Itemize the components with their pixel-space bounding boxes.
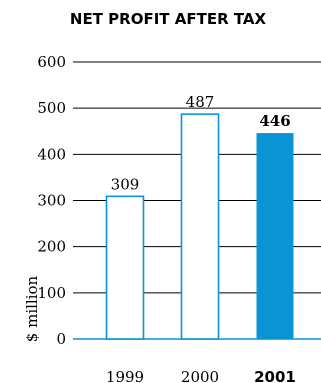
x-axis-ticks: 1999 2000 2001 (106, 368, 296, 383)
y-tick-label-200: 200 (37, 238, 66, 256)
bar-1999 (105, 195, 145, 340)
y-tick-label-100: 100 (37, 284, 66, 302)
y-tick-label-600: 600 (37, 53, 66, 71)
y-axis-ticks: 0 100 200 300 400 500 600 (37, 53, 66, 348)
y-tick-label-300: 300 (37, 192, 66, 210)
value-label-1999: 309 (111, 175, 140, 193)
value-label-2000: 487 (186, 93, 215, 111)
x-tick-label-1999: 1999 (106, 368, 144, 383)
bar-layer (105, 113, 294, 340)
bar-2001 (256, 133, 294, 339)
x-tick-label-2001: 2001 (254, 368, 296, 383)
bar-2000 (180, 113, 220, 340)
y-tick-label-0: 0 (56, 330, 66, 348)
value-labels: 309 487 446 (111, 93, 291, 193)
y-tick-label-400: 400 (37, 145, 66, 163)
chart-title: NET PROFIT AFTER TAX (70, 10, 267, 28)
y-tick-label-500: 500 (37, 99, 66, 117)
value-label-2001: 446 (259, 112, 290, 130)
x-tick-label-2000: 2000 (181, 368, 219, 383)
y-axis-label: $ million (23, 275, 41, 342)
